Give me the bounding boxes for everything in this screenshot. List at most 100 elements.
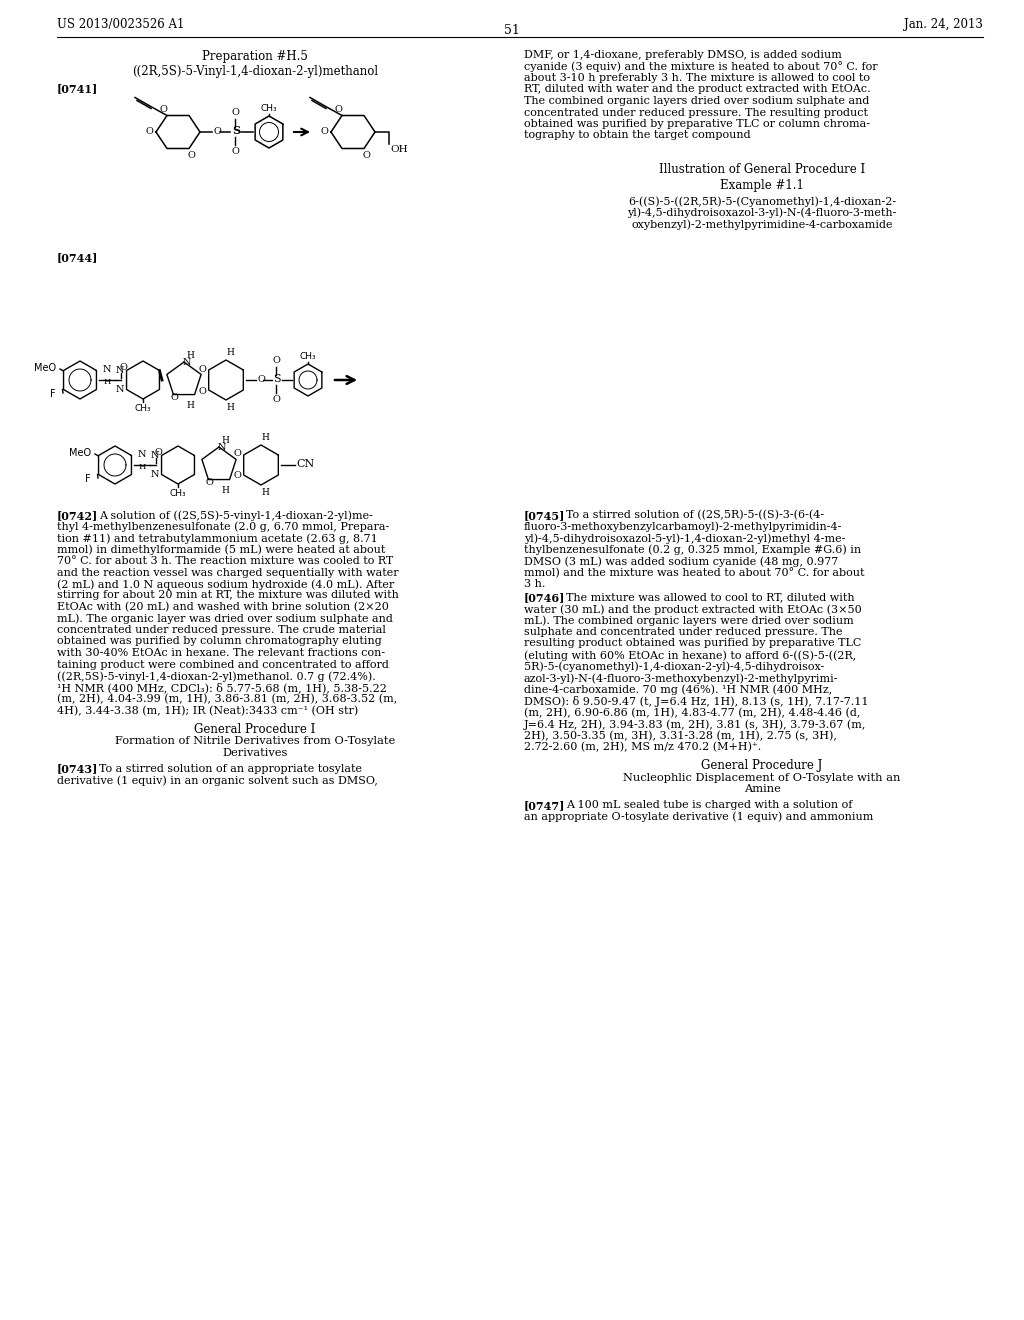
Text: MeO: MeO — [34, 363, 56, 374]
Text: yl)-4,5-dihydroisoxazol-5-yl)-1,4-dioxan-2-yl)methyl 4-me-: yl)-4,5-dihydroisoxazol-5-yl)-1,4-dioxan… — [524, 533, 846, 544]
Text: The combined organic layers dried over sodium sulphate and: The combined organic layers dried over s… — [524, 96, 869, 106]
Text: F: F — [85, 474, 91, 484]
Text: Formation of Nitrile Derivatives from O-Tosylate: Formation of Nitrile Derivatives from O-… — [115, 737, 395, 747]
Text: O: O — [199, 387, 207, 396]
Text: mL). The combined organic layers were dried over sodium: mL). The combined organic layers were dr… — [524, 615, 854, 626]
Text: O: O — [272, 356, 280, 366]
Text: Amine: Amine — [743, 784, 780, 795]
Text: taining product were combined and concentrated to afford: taining product were combined and concen… — [57, 660, 389, 669]
Text: [0742]: [0742] — [57, 510, 98, 521]
Text: thyl 4-methylbenzenesulfonate (2.0 g, 6.70 mmol, Prepara-: thyl 4-methylbenzenesulfonate (2.0 g, 6.… — [57, 521, 389, 532]
Text: azol-3-yl)-N-(4-fluoro-3-methoxybenzyl)-2-methylpyrimi-: azol-3-yl)-N-(4-fluoro-3-methoxybenzyl)-… — [524, 673, 839, 684]
Text: O: O — [233, 471, 242, 480]
Text: 51: 51 — [504, 24, 520, 37]
Text: O: O — [171, 392, 178, 401]
Text: O: O — [334, 104, 342, 114]
Text: O: O — [233, 450, 242, 458]
Text: N: N — [102, 366, 112, 374]
Text: (m, 2H), 6.90-6.86 (m, 1H), 4.83-4.77 (m, 2H), 4.48-4.46 (d,: (m, 2H), 6.90-6.86 (m, 1H), 4.83-4.77 (m… — [524, 708, 860, 718]
Text: H: H — [103, 378, 111, 385]
Text: (eluting with 60% EtOAc in hexane) to afford 6-((S)-5-((2R,: (eluting with 60% EtOAc in hexane) to af… — [524, 649, 856, 660]
Text: [0745]: [0745] — [524, 510, 565, 521]
Text: DMSO): δ 9.50-9.47 (t, J=6.4 Hz, 1H), 8.13 (s, 1H), 7.17-7.11: DMSO): δ 9.50-9.47 (t, J=6.4 Hz, 1H), 8.… — [524, 696, 868, 708]
Text: (2 mL) and 1.0 N aqueous sodium hydroxide (4.0 mL). After: (2 mL) and 1.0 N aqueous sodium hydroxid… — [57, 579, 394, 590]
Text: O: O — [187, 152, 195, 161]
Text: thylbenzenesulfonate (0.2 g, 0.325 mmol, Example #G.6) in: thylbenzenesulfonate (0.2 g, 0.325 mmol,… — [524, 544, 861, 556]
Text: N: N — [183, 359, 191, 367]
Text: 6-((S)-5-((2R,5R)-5-(Cyanomethyl)-1,4-dioxan-2-: 6-((S)-5-((2R,5R)-5-(Cyanomethyl)-1,4-di… — [628, 195, 896, 206]
Text: H: H — [226, 348, 233, 356]
Text: an appropriate O-tosylate derivative (1 equiv) and ammonium: an appropriate O-tosylate derivative (1 … — [524, 812, 873, 822]
Text: To a stirred solution of an appropriate tosylate: To a stirred solution of an appropriate … — [99, 763, 362, 774]
Text: 2H), 3.50-3.35 (m, 3H), 3.31-3.28 (m, 1H), 2.75 (s, 3H),: 2H), 3.50-3.35 (m, 3H), 3.31-3.28 (m, 1H… — [524, 730, 837, 741]
Text: EtOAc with (20 mL) and washed with brine solution (2×20: EtOAc with (20 mL) and washed with brine… — [57, 602, 389, 612]
Text: CH₃: CH₃ — [135, 404, 152, 413]
Text: CH₃: CH₃ — [170, 488, 186, 498]
Text: N: N — [138, 450, 146, 459]
Text: A solution of ((2S,5S)-5-vinyl-1,4-dioxan-2-yl)me-: A solution of ((2S,5S)-5-vinyl-1,4-dioxa… — [99, 510, 373, 520]
Text: Preparation #H.5: Preparation #H.5 — [202, 50, 308, 63]
Text: A 100 mL sealed tube is charged with a solution of: A 100 mL sealed tube is charged with a s… — [566, 800, 852, 810]
Text: mmol) and the mixture was heated to about 70° C. for about: mmol) and the mixture was heated to abou… — [524, 568, 864, 578]
Text: S: S — [232, 125, 240, 136]
Text: ((2R,5S)-5-vinyl-1,4-dioxan-2-yl)methanol. 0.7 g (72.4%).: ((2R,5S)-5-vinyl-1,4-dioxan-2-yl)methano… — [57, 671, 376, 681]
Text: obtained was purified by column chromatography eluting: obtained was purified by column chromato… — [57, 636, 382, 647]
Text: General Procedure J: General Procedure J — [701, 759, 822, 772]
Text: 3 h.: 3 h. — [524, 579, 546, 589]
Text: DMSO (3 mL) was added sodium cyanide (48 mg, 0.977: DMSO (3 mL) was added sodium cyanide (48… — [524, 556, 839, 566]
Text: General Procedure I: General Procedure I — [195, 723, 315, 737]
Text: O: O — [257, 375, 265, 384]
Text: stirring for about 20 min at RT, the mixture was diluted with: stirring for about 20 min at RT, the mix… — [57, 590, 399, 601]
Text: S: S — [273, 374, 281, 384]
Text: O: O — [272, 395, 280, 404]
Text: Illustration of General Procedure I: Illustration of General Procedure I — [658, 162, 865, 176]
Text: obtained was purified by preparative TLC or column chroma-: obtained was purified by preparative TLC… — [524, 119, 870, 129]
Text: O: O — [145, 127, 153, 136]
Text: [0744]: [0744] — [57, 252, 98, 263]
Text: resulting product obtained was purified by preparative TLC: resulting product obtained was purified … — [524, 639, 861, 648]
Text: water (30 mL) and the product extracted with EtOAc (3×50: water (30 mL) and the product extracted … — [524, 605, 862, 615]
Text: ¹H NMR (400 MHz, CDCl₃): δ 5.77-5.68 (m, 1H), 5.38-5.22: ¹H NMR (400 MHz, CDCl₃): δ 5.77-5.68 (m,… — [57, 682, 387, 693]
Text: mmol) in dimethylformamide (5 mL) were heated at about: mmol) in dimethylformamide (5 mL) were h… — [57, 544, 385, 556]
Text: 70° C. for about 3 h. The reaction mixture was cooled to RT: 70° C. for about 3 h. The reaction mixtu… — [57, 556, 393, 566]
Text: [0743]: [0743] — [57, 763, 98, 775]
Text: yl)-4,5-dihydroisoxazol-3-yl)-N-(4-fluoro-3-meth-: yl)-4,5-dihydroisoxazol-3-yl)-N-(4-fluor… — [628, 207, 897, 218]
Text: dine-4-carboxamide. 70 mg (46%). ¹H NMR (400 MHz,: dine-4-carboxamide. 70 mg (46%). ¹H NMR … — [524, 685, 833, 696]
Text: US 2013/0023526 A1: US 2013/0023526 A1 — [57, 18, 184, 30]
Text: RT, diluted with water and the product extracted with EtOAc.: RT, diluted with water and the product e… — [524, 84, 870, 95]
Text: with 30-40% EtOAc in hexane. The relevant fractions con-: with 30-40% EtOAc in hexane. The relevan… — [57, 648, 385, 657]
Text: Derivatives: Derivatives — [222, 748, 288, 758]
Text: O: O — [199, 364, 207, 374]
Text: MeO: MeO — [69, 447, 91, 458]
Text: To a stirred solution of ((2S,5R)-5-((S)-3-(6-(4-: To a stirred solution of ((2S,5R)-5-((S)… — [566, 510, 824, 520]
Text: The mixture was allowed to cool to RT, diluted with: The mixture was allowed to cool to RT, d… — [566, 593, 855, 602]
Text: (m, 2H), 4.04-3.99 (m, 1H), 3.86-3.81 (m, 2H), 3.68-3.52 (m,: (m, 2H), 4.04-3.99 (m, 1H), 3.86-3.81 (m… — [57, 694, 397, 705]
Text: O: O — [213, 127, 221, 136]
Text: Example #1.1: Example #1.1 — [720, 180, 804, 191]
Text: concentrated under reduced pressure. The resulting product: concentrated under reduced pressure. The… — [524, 107, 868, 117]
Text: H: H — [186, 401, 194, 411]
Text: 2.72-2.60 (m, 2H), MS m/z 470.2 (M+H)⁺.: 2.72-2.60 (m, 2H), MS m/z 470.2 (M+H)⁺. — [524, 742, 761, 752]
Text: fluoro-3-methoxybenzylcarbamoyl)-2-methylpyrimidin-4-: fluoro-3-methoxybenzylcarbamoyl)-2-methy… — [524, 521, 843, 532]
Text: oxybenzyl)-2-methylpyrimidine-4-carboxamide: oxybenzyl)-2-methylpyrimidine-4-carboxam… — [631, 219, 893, 230]
Text: N: N — [218, 444, 226, 453]
Text: F: F — [50, 389, 56, 399]
Text: derivative (1 equiv) in an organic solvent such as DMSO,: derivative (1 equiv) in an organic solve… — [57, 775, 378, 785]
Text: N: N — [152, 470, 160, 479]
Text: CN: CN — [296, 459, 314, 469]
Text: O: O — [231, 108, 239, 117]
Text: OH: OH — [390, 145, 408, 154]
Text: DMF, or 1,4-dioxane, preferably DMSO, is added sodium: DMF, or 1,4-dioxane, preferably DMSO, is… — [524, 50, 842, 59]
Text: CH₃: CH₃ — [261, 104, 278, 114]
Text: O: O — [362, 152, 370, 161]
Text: sulphate and concentrated under reduced pressure. The: sulphate and concentrated under reduced … — [524, 627, 843, 638]
Text: [0746]: [0746] — [524, 593, 565, 603]
Text: J=6.4 Hz, 2H), 3.94-3.83 (m, 2H), 3.81 (s, 3H), 3.79-3.67 (m,: J=6.4 Hz, 2H), 3.94-3.83 (m, 2H), 3.81 (… — [524, 719, 866, 730]
Text: 5R)-5-(cyanomethyl)-1,4-dioxan-2-yl)-4,5-dihydroisox-: 5R)-5-(cyanomethyl)-1,4-dioxan-2-yl)-4,5… — [524, 661, 824, 672]
Text: about 3-10 h preferably 3 h. The mixture is allowed to cool to: about 3-10 h preferably 3 h. The mixture… — [524, 73, 870, 83]
Text: H: H — [221, 486, 229, 495]
Text: O: O — [119, 363, 127, 372]
Text: O: O — [159, 104, 167, 114]
Text: cyanide (3 equiv) and the mixture is heated to about 70° C. for: cyanide (3 equiv) and the mixture is hea… — [524, 62, 878, 73]
Text: CH₃: CH₃ — [300, 352, 316, 360]
